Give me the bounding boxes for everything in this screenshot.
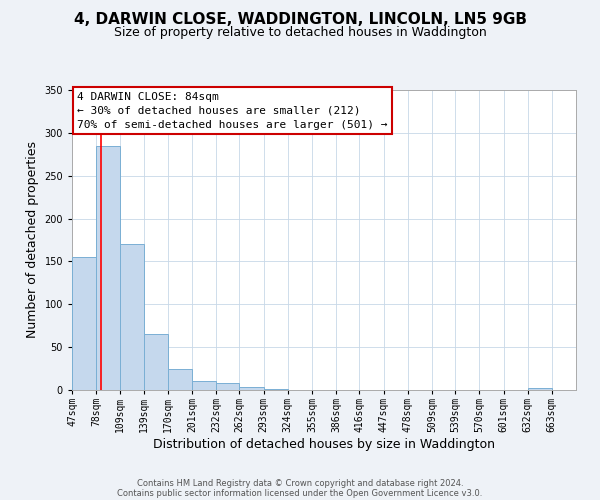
Bar bbox=[239, 388, 263, 390]
Bar bbox=[72, 257, 96, 390]
Bar bbox=[528, 388, 552, 390]
Text: Contains HM Land Registry data © Crown copyright and database right 2024.: Contains HM Land Registry data © Crown c… bbox=[137, 478, 463, 488]
Bar bbox=[168, 368, 192, 390]
Text: 4 DARWIN CLOSE: 84sqm
← 30% of detached houses are smaller (212)
70% of semi-det: 4 DARWIN CLOSE: 84sqm ← 30% of detached … bbox=[77, 92, 388, 130]
Bar bbox=[120, 244, 143, 390]
Text: 4, DARWIN CLOSE, WADDINGTON, LINCOLN, LN5 9GB: 4, DARWIN CLOSE, WADDINGTON, LINCOLN, LN… bbox=[74, 12, 527, 28]
X-axis label: Distribution of detached houses by size in Waddington: Distribution of detached houses by size … bbox=[153, 438, 495, 451]
Y-axis label: Number of detached properties: Number of detached properties bbox=[26, 142, 39, 338]
Bar bbox=[143, 334, 168, 390]
Text: Size of property relative to detached houses in Waddington: Size of property relative to detached ho… bbox=[113, 26, 487, 39]
Bar bbox=[263, 389, 288, 390]
Bar bbox=[96, 146, 120, 390]
Bar bbox=[192, 382, 216, 390]
Bar bbox=[216, 383, 239, 390]
Text: Contains public sector information licensed under the Open Government Licence v3: Contains public sector information licen… bbox=[118, 488, 482, 498]
